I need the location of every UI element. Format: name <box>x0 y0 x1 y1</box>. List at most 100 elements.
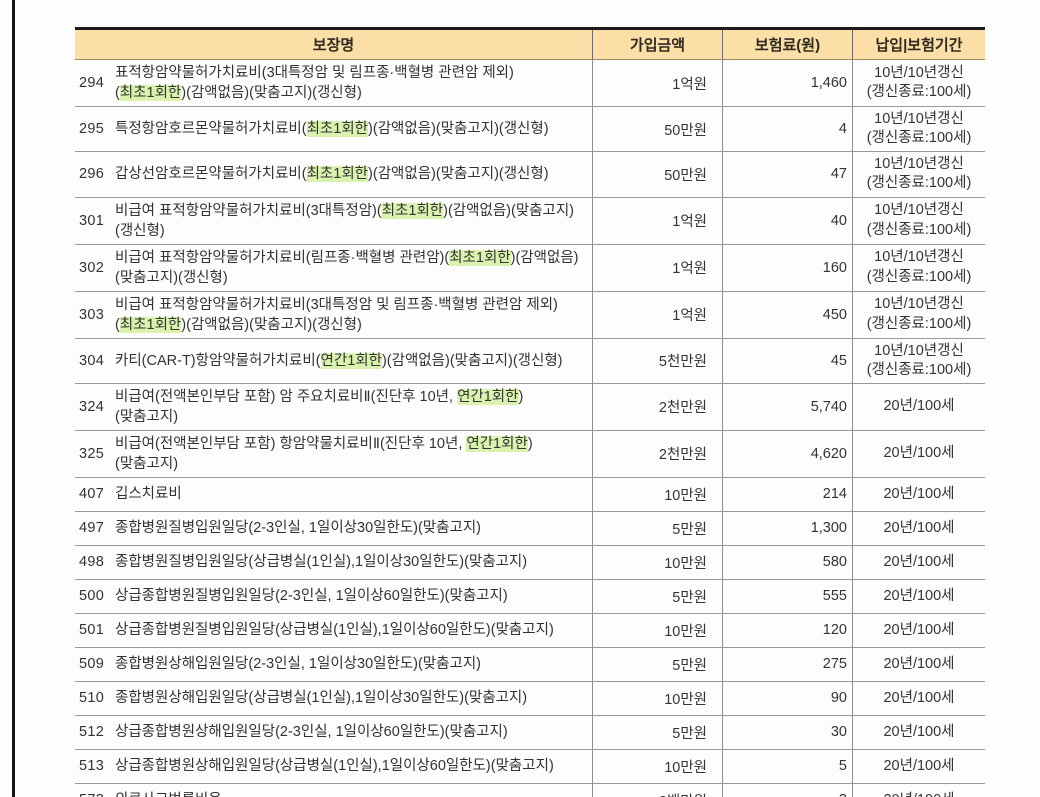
row-number: 513 <box>79 758 105 775</box>
coverage-name: 비급여 표적항암약물허가치료비(3대특정암 및 림프종·백혈병 관련암 제외)(… <box>115 296 558 333</box>
period-cell: 20년/100세 <box>852 647 985 681</box>
row-number: 498 <box>79 554 105 571</box>
amount-cell: 2천만원 <box>592 383 722 430</box>
amount-cell: 5만원 <box>592 511 722 545</box>
row-number: 295 <box>79 121 105 138</box>
period-cell: 20년/100세 <box>852 545 985 579</box>
row-number: 325 <box>79 445 105 462</box>
header-payment-period: 납입|보험기간 <box>852 30 985 59</box>
premium-cell: 214 <box>722 477 852 511</box>
coverage-name: 종합병원질병입원일당(상급병실(1인실),1일이상30일한도)(맞춤고지) <box>115 554 528 571</box>
amount-cell: 5만원 <box>592 579 722 613</box>
coverage-cell: 301 비급여 표적항암약물허가치료비(3대특정암)(최초1회한)(감액없음)(… <box>75 198 592 244</box>
premium-cell: 160 <box>722 244 852 291</box>
period-cell: 10년/10년갱신 (갱신종료:100세) <box>852 291 985 338</box>
table-row: 303 비급여 표적항암약물허가치료비(3대특정암 및 림프종·백혈병 관련암 … <box>75 291 985 339</box>
table-row: 304 카티(CAR-T)항암약물허가치료비(연간1회한)(감액없음)(맞춤고지… <box>75 338 985 384</box>
coverage-cell: 573 의료사고법률비용 <box>75 784 592 797</box>
table-row: 301 비급여 표적항암약물허가치료비(3대특정암)(최초1회한)(감액없음)(… <box>75 197 985 245</box>
period-cell: 20년/100세 <box>852 613 985 647</box>
premium-cell: 30 <box>722 715 852 749</box>
row-number: 302 <box>79 259 105 276</box>
amount-cell: 1억원 <box>592 244 722 291</box>
coverage-name: 의료사고법률비용 <box>115 790 592 797</box>
row-number: 303 <box>79 306 105 323</box>
row-number: 497 <box>79 520 105 537</box>
table-header-row: 보장명 가입금액 보험료(원) 납입|보험기간 <box>75 30 985 60</box>
period-cell: 10년/10년갱신 (갱신종료:100세) <box>852 152 985 197</box>
coverage-cell: 512 상급종합병원상해입원일당(2-3인실, 1일이상60일한도)(맞춤고지) <box>75 716 592 749</box>
table-row: 324 비급여(전액본인부담 포함) 암 주요치료비Ⅱ(진단후 10년, 연간1… <box>75 383 985 431</box>
premium-cell: 1,460 <box>722 60 852 106</box>
premium-cell: 47 <box>722 152 852 197</box>
amount-cell: 2백만원 <box>592 783 722 797</box>
table-row: 497 종합병원질병입원일당(2-3인실, 1일이상30일한도)(맞춤고지) 5… <box>75 511 985 546</box>
header-premium: 보험료(원) <box>722 30 852 59</box>
period-cell: 20년/100세 <box>852 681 985 715</box>
amount-cell: 10만원 <box>592 545 722 579</box>
period-cell: 10년/10년갱신 (갱신종료:100세) <box>852 107 985 152</box>
table-row: 295 특정항암호르몬약물허가치료비(최초1회한)(감액없음)(맞춤고지)(갱신… <box>75 107 985 153</box>
coverage-cell: 407 깁스치료비 <box>75 478 592 511</box>
row-number: 510 <box>79 690 105 707</box>
premium-cell: 5 <box>722 749 852 783</box>
row-number: 512 <box>79 724 105 741</box>
amount-cell: 2천만원 <box>592 430 722 477</box>
row-number: 324 <box>79 398 105 415</box>
coverage-name: 표적항암약물허가치료비(3대특정암 및 림프종·백혈병 관련암 제외)(최초1회… <box>115 65 514 101</box>
table-row: 509 종합병원상해입원일당(2-3인실, 1일이상30일한도)(맞춤고지) 5… <box>75 647 985 682</box>
coverage-cell: 510 종합병원상해입원일당(상급병실(1인실),1일이상30일한도)(맞춤고지… <box>75 682 592 715</box>
premium-cell: 90 <box>722 681 852 715</box>
table-row: 325 비급여(전액본인부담 포함) 항암약물치료비Ⅱ(진단후 10년, 연간1… <box>75 430 985 478</box>
premium-cell: 4 <box>722 107 852 152</box>
coverage-name: 상급종합병원상해입원일당(상급병실(1인실),1일이상60일한도)(맞춤고지) <box>115 758 554 775</box>
row-number: 294 <box>79 75 105 91</box>
coverage-name: 깁스치료비 <box>115 486 182 503</box>
premium-cell: 3 <box>722 783 852 797</box>
row-number: 301 <box>79 212 105 229</box>
table-row: 302 비급여 표적항암약물허가치료비(림프종·백혈병 관련암)(최초1회한)(… <box>75 244 985 292</box>
table-body: 294 표적항암약물허가치료비(3대특정암 및 림프종·백혈병 관련암 제외)(… <box>75 60 985 797</box>
coverage-cell: 296 갑상선암호르몬약물허가치료비(최초1회한)(감액없음)(맞춤고지)(갱신… <box>75 152 592 196</box>
row-number: 500 <box>79 588 105 605</box>
table-row: 501 상급종합병원질병입원일당(상급병실(1인실),1일이상60일한도)(맞춤… <box>75 613 985 648</box>
coverage-name: 비급여 표적항암약물허가치료비(3대특정암)(최초1회한)(감액없음)(맞춤고지… <box>115 202 575 239</box>
premium-cell: 450 <box>722 291 852 338</box>
row-number: 509 <box>79 656 105 673</box>
coverage-cell: 324 비급여(전액본인부담 포함) 암 주요치료비Ⅱ(진단후 10년, 연간1… <box>75 384 592 430</box>
coverage-cell: 513 상급종합병원상해입원일당(상급병실(1인실),1일이상60일한도)(맞춤… <box>75 750 592 783</box>
period-cell: 20년/100세 <box>852 511 985 545</box>
table-row: 500 상급종합병원질병입원일당(2-3인실, 1일이상60일한도)(맞춤고지)… <box>75 579 985 614</box>
row-number: 304 <box>79 352 105 369</box>
coverage-cell: 295 특정항암호르몬약물허가치료비(최초1회한)(감액없음)(맞춤고지)(갱신… <box>75 107 592 151</box>
premium-cell: 4,620 <box>722 430 852 477</box>
coverage-cell: 325 비급여(전액본인부담 포함) 항암약물치료비Ⅱ(진단후 10년, 연간1… <box>75 431 592 477</box>
amount-cell: 50만원 <box>592 107 722 152</box>
table-row: 407 깁스치료비 10만원 214 20년/100세 <box>75 477 985 512</box>
amount-cell: 5천만원 <box>592 338 722 383</box>
page-edge-line <box>12 0 15 797</box>
amount-cell: 1억원 <box>592 197 722 244</box>
coverage-cell: 497 종합병원질병입원일당(2-3인실, 1일이상30일한도)(맞춤고지) <box>75 512 592 545</box>
coverage-name: 종합병원상해입원일당(2-3인실, 1일이상30일한도)(맞춤고지) <box>115 656 481 673</box>
amount-cell: 10만원 <box>592 749 722 783</box>
table-row: 294 표적항암약물허가치료비(3대특정암 및 림프종·백혈병 관련암 제외)(… <box>75 60 985 107</box>
table-row: 498 종합병원질병입원일당(상급병실(1인실),1일이상30일한도)(맞춤고지… <box>75 545 985 580</box>
period-cell: 20년/100세 <box>852 783 985 797</box>
premium-cell: 580 <box>722 545 852 579</box>
period-cell: 10년/10년갱신 (갱신종료:100세) <box>852 244 985 291</box>
coverage-cell: 304 카티(CAR-T)항암약물허가치료비(연간1회한)(감액없음)(맞춤고지… <box>75 339 592 383</box>
coverage-table: 보장명 가입금액 보험료(원) 납입|보험기간 294 표적항암약물허가치료비(… <box>75 27 985 797</box>
row-number: 501 <box>79 622 105 639</box>
premium-cell: 5,740 <box>722 383 852 430</box>
coverage-cell: 501 상급종합병원질병입원일당(상급병실(1인실),1일이상60일한도)(맞춤… <box>75 614 592 647</box>
premium-cell: 40 <box>722 197 852 244</box>
table-row: 296 갑상선암호르몬약물허가치료비(최초1회한)(감액없음)(맞춤고지)(갱신… <box>75 152 985 198</box>
amount-cell: 5만원 <box>592 647 722 681</box>
amount-cell: 5만원 <box>592 715 722 749</box>
table-row: 512 상급종합병원상해입원일당(2-3인실, 1일이상60일한도)(맞춤고지)… <box>75 715 985 750</box>
coverage-name: 종합병원질병입원일당(2-3인실, 1일이상30일한도)(맞춤고지) <box>115 520 481 537</box>
coverage-name: 갑상선암호르몬약물허가치료비(최초1회한)(감액없음)(맞춤고지)(갱신형) <box>115 166 549 183</box>
period-cell: 20년/100세 <box>852 579 985 613</box>
amount-cell: 10만원 <box>592 613 722 647</box>
